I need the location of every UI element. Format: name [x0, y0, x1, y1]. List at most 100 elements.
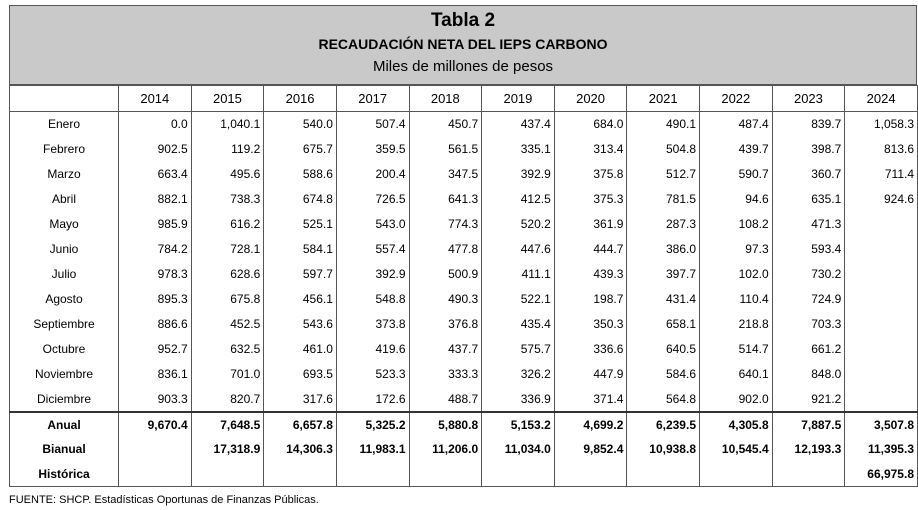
cell: 616.2 [190, 211, 265, 237]
cell: 5,153.2 [481, 410, 555, 437]
cell: 924.6 [844, 186, 918, 212]
table-row: Febrero 902.5 119.2 675.7 359.5 561.5 335.1 313… [9, 136, 918, 162]
cell: 376.8 [408, 311, 483, 337]
corner-cell [9, 85, 119, 112]
cell: 386.0 [626, 236, 700, 262]
empty-cell [118, 436, 192, 462]
cell: 641.3 [408, 186, 483, 212]
table-row: Abril 882.1 738.3 674.8 726.5 641.3 412.5 375.3… [9, 186, 918, 212]
cell: 724.9 [771, 286, 846, 312]
empty-cell [335, 461, 410, 487]
row-label: Abril [9, 186, 119, 212]
cell: 520.2 [481, 211, 555, 237]
cell: 200.4 [335, 161, 410, 187]
cell: 14,306.3 [263, 436, 337, 462]
cell: 726.5 [335, 186, 410, 212]
cell: 9,670.4 [118, 410, 192, 437]
cell: 632.5 [190, 336, 265, 362]
table-row: Mayo 985.9 616.2 525.1 543.0 774.3 520.2 361.9 2… [9, 211, 918, 237]
cell: 895.3 [118, 286, 192, 312]
cell: 693.5 [263, 361, 337, 387]
cell: 435.4 [481, 311, 555, 337]
cell: 361.9 [553, 211, 628, 237]
cell: 7,648.5 [190, 410, 265, 437]
table-row: Histórica 66,975.8 [9, 461, 918, 487]
cell: 813.6 [844, 136, 918, 162]
cell: 450.7 [408, 111, 483, 137]
cell: 437.7 [408, 336, 483, 362]
cell: 287.3 [626, 211, 700, 237]
cell: 640.1 [699, 361, 773, 387]
table-row: Septiembre 886.6 452.5 543.6 373.8 376.8 435.4… [9, 311, 918, 337]
cell: 9,852.4 [553, 436, 628, 462]
cell: 675.7 [263, 136, 337, 162]
cell: 431.4 [626, 286, 700, 312]
title: Tabla 2 [430, 10, 496, 31]
table-row: Marzo 663.4 495.6 588.6 200.4 347.5 392.9 375.8… [9, 161, 918, 187]
cell: 584.1 [263, 236, 337, 262]
cell: 684.0 [553, 111, 628, 137]
cell: 487.4 [699, 111, 773, 137]
cell: 0.0 [118, 111, 192, 137]
table-body: Enero 0.0 1,040.1 540.0 507.4 450.7 437.4 684.0… [9, 111, 918, 487]
row-label: Febrero [9, 136, 119, 162]
data-table: 2014 2015 2016 2017 2018 2019 2020 2021 2022 2023… [9, 85, 918, 487]
cell: 335.1 [481, 136, 555, 162]
cell: 6,657.8 [263, 410, 337, 437]
cell: 661.2 [771, 336, 846, 362]
table-row: Anual 9,670.4 7,648.5 6,657.8 5,325.2 5,880.8… [9, 410, 918, 437]
cell: 784.2 [118, 236, 192, 262]
cell: 774.3 [408, 211, 483, 237]
cell: 11,206.0 [408, 436, 483, 462]
cell: 5,880.8 [408, 410, 483, 437]
row-label: Julio [9, 261, 119, 287]
cell: 392.9 [481, 161, 555, 187]
cell: 584.6 [626, 361, 700, 387]
cell: 97.3 [699, 236, 773, 262]
cell: 663.4 [118, 161, 192, 187]
cell: 882.1 [118, 186, 192, 212]
cell: 711.4 [844, 161, 918, 187]
table-header: Tabla 2 RECAUDACIÓN NETA DEL IEPS CARBON… [9, 5, 917, 85]
cell: 597.7 [263, 261, 337, 287]
cell: 4,305.8 [699, 410, 773, 437]
cell: 108.2 [699, 211, 773, 237]
row-label: Diciembre [9, 386, 119, 412]
cell: 419.6 [335, 336, 410, 362]
empty-cell [844, 261, 918, 287]
row-label: Septiembre [9, 311, 119, 337]
cell: 703.3 [771, 311, 846, 337]
footnote: FUENTE: SHCP. Estadísticas Oportunas de … [9, 494, 319, 506]
cell: 985.9 [118, 211, 192, 237]
cell: 628.6 [190, 261, 265, 287]
cell: 495.6 [190, 161, 265, 187]
cell: 635.1 [771, 186, 846, 212]
row-label: Mayo [9, 211, 119, 237]
cell: 198.7 [553, 286, 628, 312]
units: Miles de millones de pesos [372, 58, 554, 75]
cell: 336.9 [481, 386, 555, 412]
cell: 952.7 [118, 336, 192, 362]
cell: 12,193.3 [771, 436, 846, 462]
cell: 488.7 [408, 386, 483, 412]
empty-cell [190, 461, 265, 487]
cell: 675.8 [190, 286, 265, 312]
cell: 471.3 [771, 211, 846, 237]
column-header: 2020 [553, 85, 628, 112]
empty-cell [263, 461, 337, 487]
cell: 313.4 [553, 136, 628, 162]
cell: 397.7 [626, 261, 700, 287]
cell: 350.3 [553, 311, 628, 337]
cell: 444.7 [553, 236, 628, 262]
column-header: 2016 [263, 85, 337, 112]
cell: 561.5 [408, 136, 483, 162]
cell: 452.5 [190, 311, 265, 337]
column-header: 2015 [190, 85, 265, 112]
empty-cell [408, 461, 483, 487]
cell: 730.2 [771, 261, 846, 287]
cell: 490.3 [408, 286, 483, 312]
column-header: 2024 [844, 85, 918, 112]
row-label: Enero [9, 111, 119, 137]
cell: 439.3 [553, 261, 628, 287]
